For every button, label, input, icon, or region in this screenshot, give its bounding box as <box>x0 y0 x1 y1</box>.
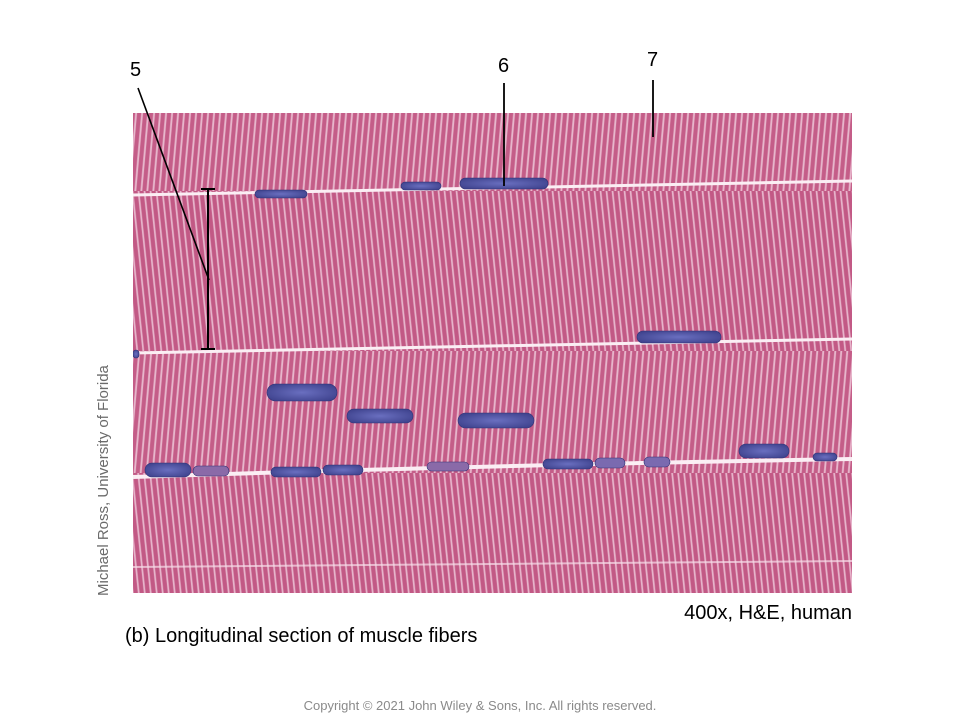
fiber-boundary <box>133 560 852 568</box>
nuclei <box>133 177 838 478</box>
muscle-micrograph <box>133 113 852 593</box>
muscle-fiber <box>133 191 852 351</box>
copyright-notice: Copyright © 2021 John Wiley & Sons, Inc.… <box>303 698 657 713</box>
muscle-fiber <box>133 473 852 593</box>
fiber-boundary <box>133 337 852 355</box>
image-credit-text: Michael Ross, University of Florida <box>95 365 112 596</box>
muscle-fiber <box>133 351 852 473</box>
label-6: 6 <box>498 55 510 77</box>
label-5: 5 <box>130 59 142 81</box>
figure-caption: (b) Longitudinal section of muscle fiber… <box>125 625 478 647</box>
magnification-label: 400x, H&E, human <box>684 602 852 624</box>
fiber-boundary <box>133 457 852 479</box>
label-7: 7 <box>647 49 659 71</box>
